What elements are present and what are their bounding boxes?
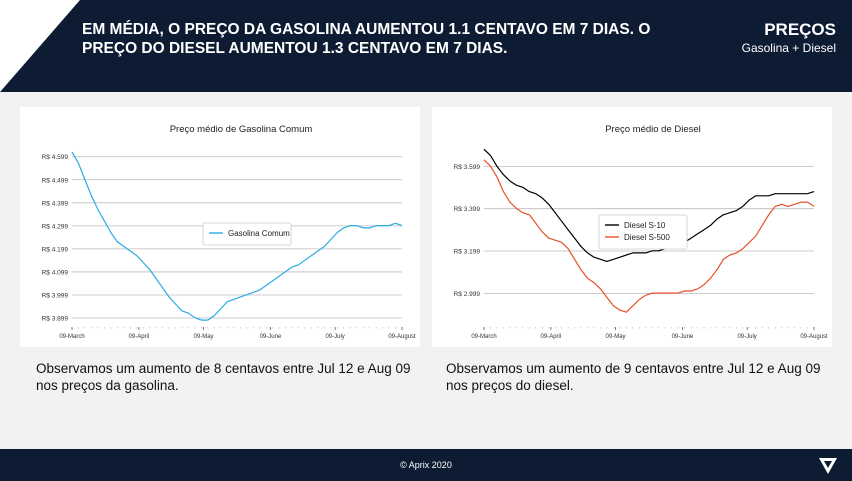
gasolina-x-tick-label: 09-March (59, 334, 84, 340)
gasolina-chart: Preço médio de Gasolina Comum R$ 3.899 R$ … (42, 124, 416, 340)
gasolina-y-tick-label: R$ 4.299 (42, 223, 69, 230)
diesel-y-tick-label: R$ 3.599 (454, 164, 481, 171)
header-bar: EM MÉDIA, O PREÇO DA GASOLINA AUMENTOU 1… (0, 0, 852, 92)
diesel-x-tick-label: 09-August (800, 334, 828, 340)
diesel-caption: Observamos um aumento de 9 centavos entr… (446, 361, 821, 393)
gasolina-y-tick-label: R$ 4.099 (42, 269, 69, 276)
diesel-chart-panel: Preço médio de Diesel R$ 2.999 R$ 3.199 R$ … (432, 107, 832, 347)
gasolina-x-tick-label: 09-June (260, 334, 282, 340)
diesel-legend-label-0: Diesel S-10 (624, 221, 666, 230)
diesel-x-tick-label: 09-June (672, 334, 694, 340)
footer-copyright: © Aprix 2020 (400, 460, 452, 470)
diesel-x-tick-label: 09-March (471, 334, 496, 340)
header-corner-cut (0, 0, 80, 92)
diesel-x-tick-label: 09-May (606, 334, 626, 340)
section-subtitle: Gasolina + Diesel (741, 41, 836, 55)
diesel-x-tick-label: 09-April (541, 334, 562, 340)
gasolina-legend-label-0: Gasolina Comum (228, 229, 290, 238)
gasolina-x-tick-label: 09-April (129, 334, 150, 340)
footer-bar: © Aprix 2020 (0, 449, 852, 481)
gasolina-x-tick-label: 09-May (194, 334, 214, 340)
section-title: PREÇOS (764, 20, 836, 39)
diesel-legend-label-1: Diesel S-500 (624, 233, 670, 242)
diesel-x-tick-label: 09-July (737, 334, 756, 340)
gasolina-x-tick-label: 09-July (325, 334, 344, 340)
aprix-logo-icon (819, 458, 837, 474)
diesel-series-line-1 (483, 159, 815, 313)
diesel-y-tick-label: R$ 3.399 (454, 206, 481, 213)
gasolina-y-tick-label: R$ 3.999 (42, 292, 69, 299)
gasolina-y-tick-label: R$ 4.599 (42, 154, 69, 161)
diesel-y-tick-label: R$ 2.999 (454, 291, 481, 298)
diesel-legend (598, 214, 688, 250)
gasolina-series-line-0 (71, 151, 403, 321)
gasolina-y-tick-label: R$ 4.199 (42, 246, 69, 253)
gasolina-chart-panel: Preço médio de Gasolina Comum R$ 3.899 R$ … (20, 107, 420, 347)
diesel-chart: Preço médio de Diesel R$ 2.999 R$ 3.199 R$ … (454, 124, 828, 340)
page-headline: EM MÉDIA, O PREÇO DA GASOLINA AUMENTOU 1… (82, 21, 651, 57)
gasolina-legend (202, 222, 292, 246)
gasolina-caption: Observamos um aumento de 8 centavos entr… (36, 361, 411, 393)
gasolina-y-tick-label: R$ 4.499 (42, 177, 69, 184)
diesel-chart-title: Preço médio de Diesel (605, 124, 701, 135)
diesel-y-tick-label: R$ 3.199 (454, 249, 481, 256)
gasolina-y-tick-label: R$ 3.899 (42, 316, 69, 323)
diesel-series-line-0 (483, 148, 815, 262)
gasolina-y-tick-label: R$ 4.399 (42, 200, 69, 207)
gasolina-chart-title: Preço médio de Gasolina Comum (170, 124, 313, 135)
gasolina-x-tick-label: 09-August (388, 334, 416, 340)
